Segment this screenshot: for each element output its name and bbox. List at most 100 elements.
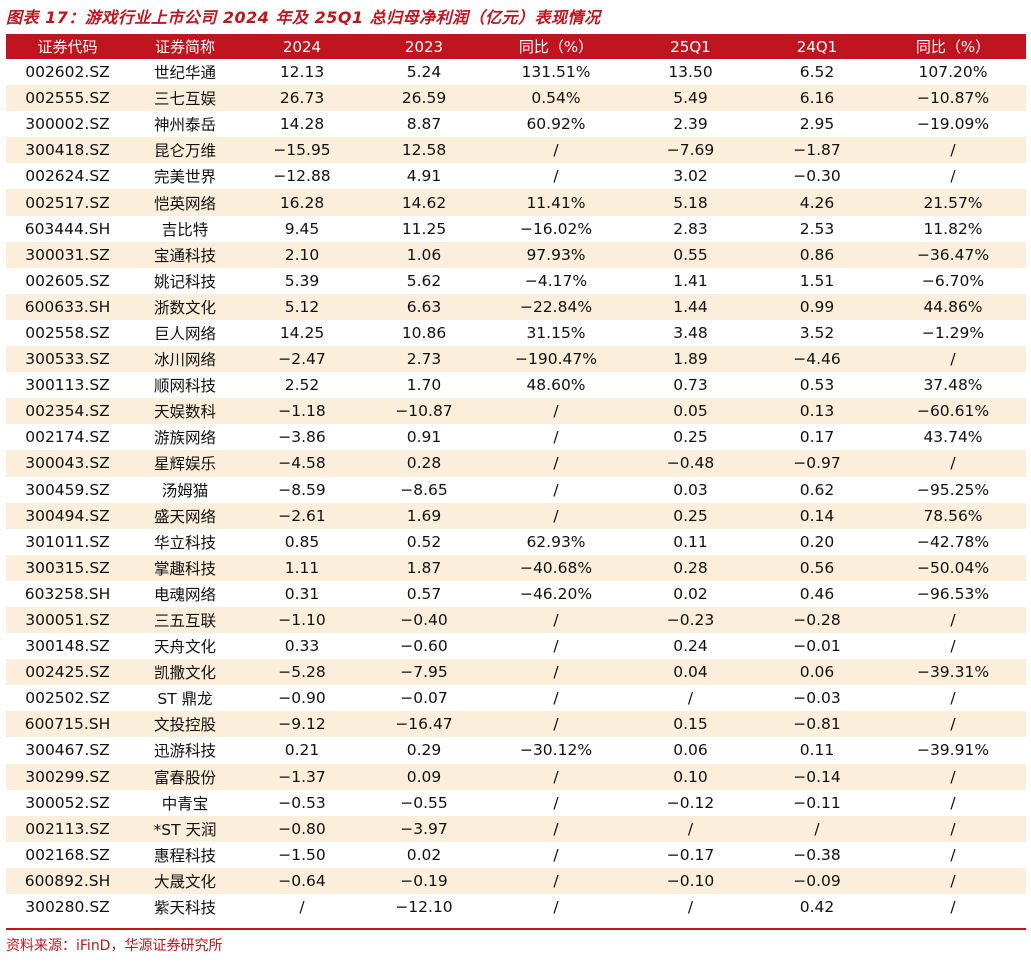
cell-2024: −1.50 [278,845,326,864]
cell-yoy-annual: 0.54% [485,85,627,112]
cell-yoy-annual: / [553,167,559,186]
cell-25q1: 0.10 [627,763,754,790]
cell-24q1: −4.46 [754,346,880,373]
cell-25q1: −0.10 [627,867,754,894]
cell-yoy-quarter: / [950,845,956,864]
header-code: 证券代码 [6,34,129,59]
cell-24q1: 0.99 [754,293,880,320]
cell-2023: 1.69 [363,502,485,529]
cell-yoy-quarter: −36.47% [880,241,1026,268]
cell-2024: 14.28 [279,115,325,134]
cell-name: 三五互联 [129,606,241,634]
cell-2023: 0.29 [406,741,442,760]
table-row: 002425.SZ 凯撒文化 −5.28 −7.95/0.04 0.06 −39.31% [6,659,1026,686]
table-row: 002168.SZ 惠程科技 −1.50 0.02 / −0.17 −0.38 / [6,842,1026,868]
cell-2024: −4.58 [241,450,363,477]
cell-2023: 8.87 [406,115,442,134]
cell-yoy-annual: −40.68% [485,554,627,581]
cell-2023: 1.70 [406,376,442,395]
cell-2023: −12.10 [395,898,453,917]
cell-2024: 2.52 [284,376,320,395]
cell-name: ST 鼎龙 [157,690,213,709]
table-row: 300052.SZ 中青宝 −0.53 −0.55 / −0.12 −0.11 / [6,790,1026,816]
cell-name: 恺英网络 [129,189,241,216]
cell-25q1: 0.73 [673,376,708,395]
cell-code: 002425.SZ [6,659,129,686]
cell-yoy-annual: / [485,711,627,738]
cell-24q1: −0.30 [793,167,841,186]
cell-yoy-annual: 60.92% [526,115,586,134]
table-row: 300113.SZ 顺网科技 2.52 1.70 48.60% 0.73 0.53 37.48… [6,372,1026,398]
cell-name: 冰川网络 [129,346,241,373]
cell-2023: −0.60 [400,637,448,656]
cell-code: 002502.SZ [25,689,110,708]
cell-2024: 5.12 [241,293,363,320]
cell-yoy-quarter: / [880,346,1026,373]
cell-2023: 4.91 [406,167,442,186]
cell-2023: −7.95 [363,659,485,686]
cell-code: 002113.SZ [6,815,129,842]
cell-2023: 12.58 [363,137,485,164]
cell-25q1: 2.39 [673,115,708,134]
cell-yoy-quarter: / [880,606,1026,634]
cell-yoy-quarter: −96.53% [916,584,990,603]
cell-2023: −8.65 [400,480,448,499]
cell-yoy-quarter: / [950,898,956,917]
cell-24q1: 0.17 [799,428,835,447]
cell-2024: 26.73 [241,85,363,112]
cell-name: 天娱数科 [129,398,241,425]
cell-name: 中青宝 [161,794,209,813]
cell-2024: 0.31 [284,584,320,603]
cell-yoy-annual: −46.20% [519,584,593,603]
cell-yoy-annual: / [485,137,627,164]
cell-2023: −0.40 [363,606,485,634]
cell-2024: −2.61 [241,502,363,529]
cell-24q1: 0.42 [799,898,835,917]
cell-25q1: −7.69 [627,137,754,164]
cell-yoy-annual: / [485,815,627,842]
cell-name: 盛天网络 [129,502,241,529]
cell-code: 300467.SZ [25,741,110,760]
cell-yoy-quarter: / [950,793,956,812]
cell-25q1: 0.25 [627,502,754,529]
cell-name: 富春股份 [129,763,241,790]
table-row: 300315.SZ 掌趣科技 1.11 1.87 −40.68% 0.28 0.56 −50.… [6,554,1026,581]
table-row: 301011.SZ 华立科技 0.85 0.52 62.93% 0.11 0.20 −42.7… [6,529,1026,555]
cell-2024: −1.37 [241,763,363,790]
cell-yoy-quarter: 43.74% [923,428,983,447]
cell-24q1: 0.46 [799,584,835,603]
cell-25q1: 5.18 [627,189,754,216]
cell-yoy-annual: / [553,637,559,656]
table-row: 300533.SZ 冰川网络 −2.47 2.73 −190.47% 1.89 −4.46/ [6,346,1026,373]
cell-2024: −15.95 [241,137,363,164]
cell-name: *ST 天润 [129,815,241,842]
cell-yoy-annual: 31.15% [526,323,586,342]
cell-name: 星辉娱乐 [129,450,241,477]
cell-25q1: 1.44 [627,293,754,320]
cell-25q1: 1.41 [673,271,708,290]
cell-code: 600633.SH [6,293,129,320]
cell-25q1: 0.05 [627,398,754,425]
cell-yoy-annual: / [485,398,627,425]
cell-2024: −2.47 [241,346,363,373]
table-row: 600715.SH 文投控股 −9.12 −16.47/0.15 −0.81/ [6,711,1026,738]
cell-yoy-quarter: / [880,137,1026,164]
cell-name: 迅游科技 [153,742,216,761]
header-2023: 2023 [363,34,485,59]
cell-yoy-annual: / [553,845,559,864]
table-row: 002113.SZ *ST 天润 −0.80 −3.97// / / [6,815,1026,842]
cell-yoy-quarter: −6.70% [921,271,985,290]
cell-2023: 0.02 [406,845,442,864]
cell-24q1: 0.53 [799,376,835,395]
cell-yoy-annual: / [553,480,559,499]
cell-25q1: / [627,815,754,842]
cell-2023: 0.09 [363,763,485,790]
cell-2024: −0.53 [278,793,326,812]
header-25q1: 25Q1 [627,34,754,59]
cell-2024: −9.12 [241,711,363,738]
table-row: 002174.SZ 游族网络 −3.86 0.91 / 0.25 0.17 43.74% [6,424,1026,450]
cell-yoy-quarter: −50.04% [880,554,1026,581]
cell-2024: 2.10 [241,241,363,268]
cell-name: 顺网科技 [153,377,216,396]
table-row: 600892.SH 大晟文化 −0.64 −0.19/−0.10 −0.09/ [6,867,1026,894]
